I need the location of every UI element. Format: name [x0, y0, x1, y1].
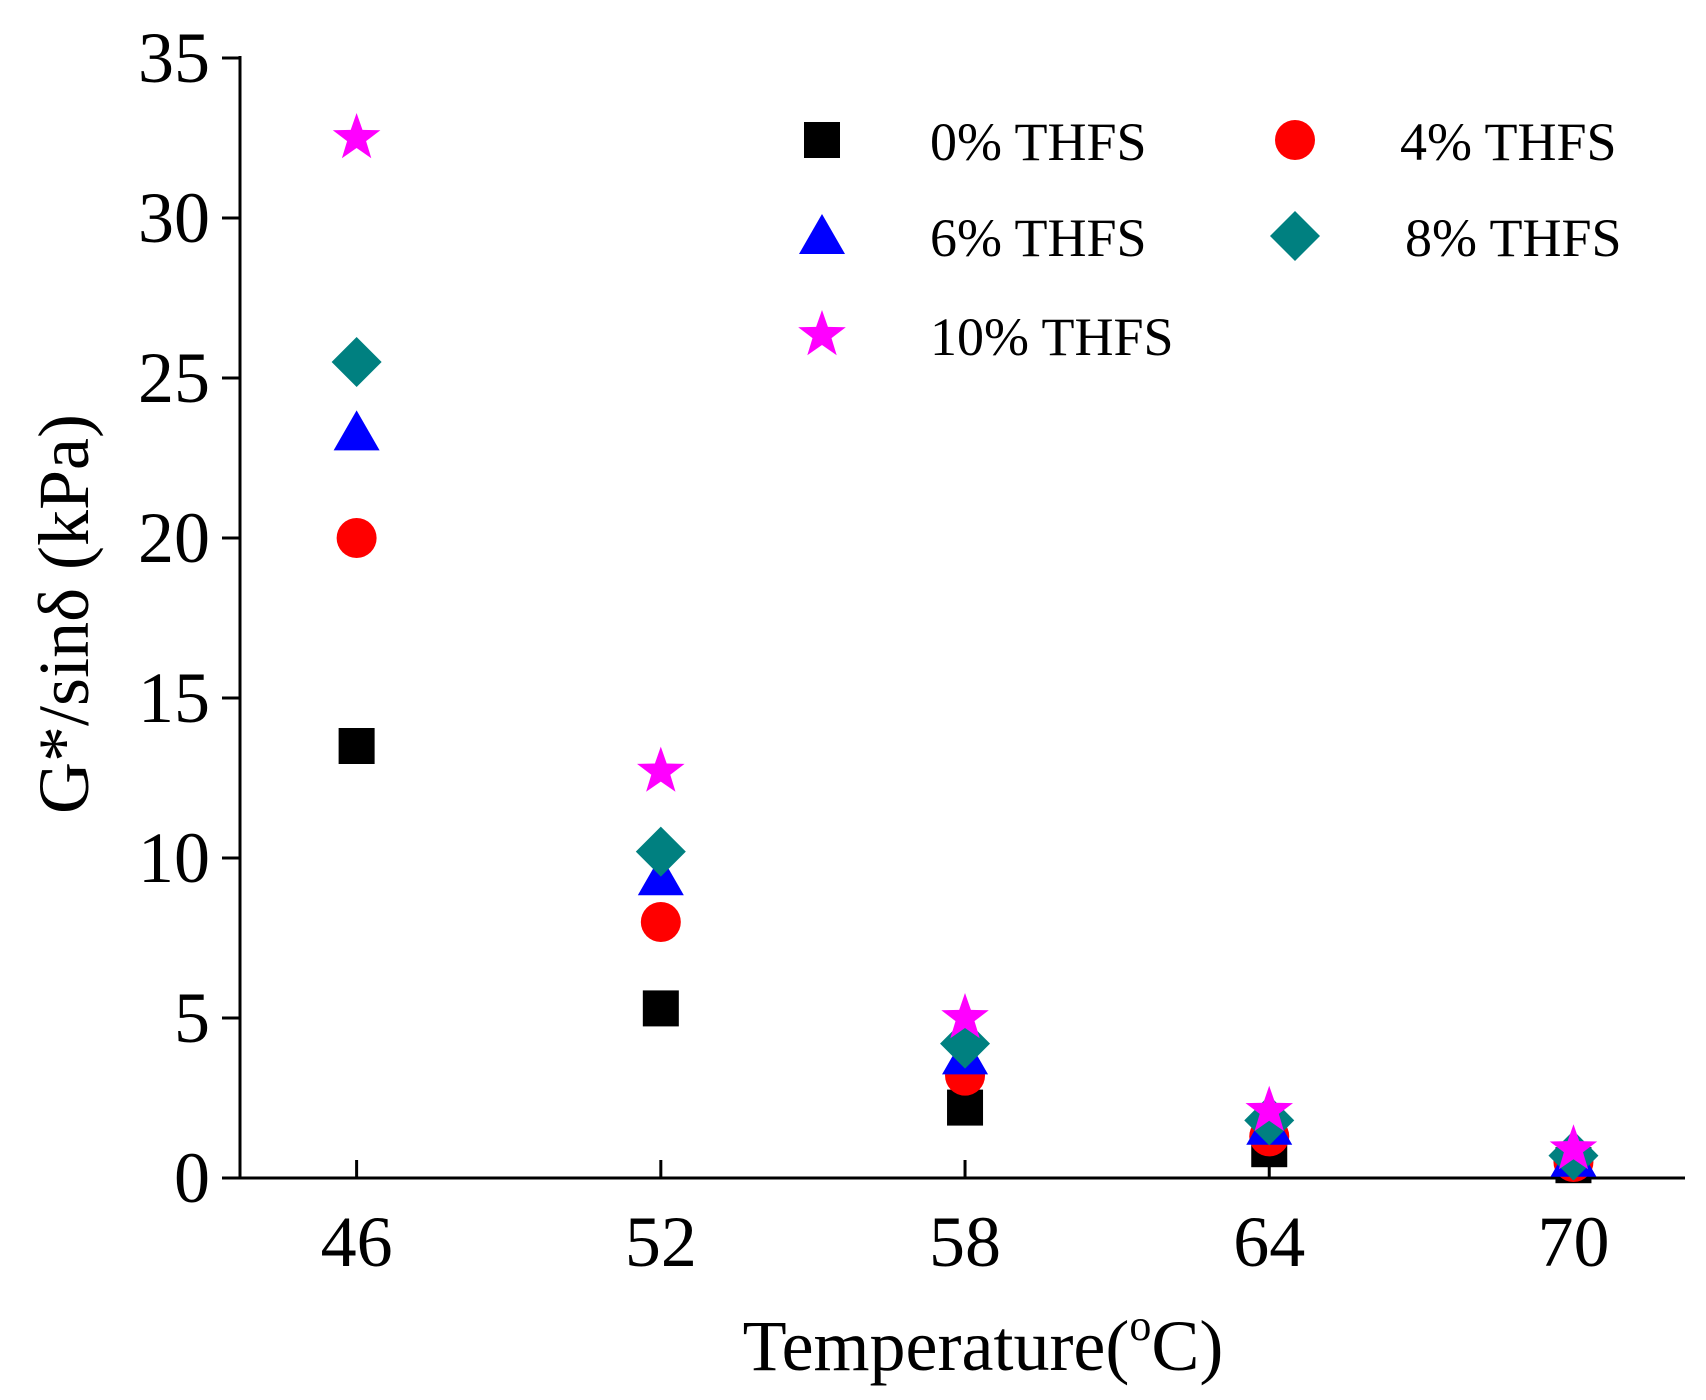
y-tick-label: 25 [138, 338, 210, 418]
legend-item: 6% THFS [799, 208, 1147, 268]
legend-marker-triangle [799, 214, 845, 254]
data-point-square [642, 990, 679, 1027]
x-tick-label: 58 [929, 1202, 1001, 1282]
legend-label: 0% THFS [930, 112, 1147, 172]
data-point-star [637, 746, 685, 792]
series-square [338, 728, 1592, 1184]
y-axis-title: G*/sinδ (kPa) [24, 414, 104, 814]
data-points [331, 113, 1599, 1184]
data-point-circle [336, 518, 377, 558]
x-tick-label: 46 [321, 1202, 393, 1282]
legend-label: 8% THFS [1405, 208, 1622, 268]
legend-item: 8% THFS [1270, 208, 1622, 268]
data-point-diamond [635, 826, 686, 877]
legend-label: 4% THFS [1400, 112, 1617, 172]
data-point-square [338, 728, 375, 764]
legend-item: 10% THFS [798, 307, 1174, 367]
x-tick-label: 52 [625, 1202, 697, 1282]
legend-marker-star [798, 310, 846, 356]
legend-marker-circle [1275, 120, 1315, 160]
x-axis-title: Temperature(oC) [743, 1301, 1224, 1386]
x-tick-label: 64 [1233, 1202, 1305, 1282]
y-tick-label: 35 [138, 18, 210, 98]
x-axis-title-degree: o [1129, 1301, 1151, 1350]
y-tick-label: 5 [174, 978, 210, 1058]
x-tick-label: 70 [1537, 1202, 1609, 1282]
data-point-star [941, 993, 989, 1039]
axes [238, 56, 1685, 1180]
x-axis-title-unit: C) [1151, 1306, 1223, 1386]
legend: 0% THFS 4% THFS 6% THFS 8% THFS 10% THFS [798, 112, 1622, 367]
data-point-triangle [333, 410, 380, 451]
series-diamond [331, 337, 1599, 1181]
legend-label: 10% THFS [930, 307, 1174, 367]
y-tick-label: 15 [138, 658, 210, 738]
data-point-diamond [331, 337, 382, 387]
legend-marker-square [804, 122, 840, 158]
y-ticks: 0 5 10 15 20 25 30 35 [138, 18, 240, 1218]
y-tick-label: 0 [174, 1138, 210, 1218]
legend-item: 4% THFS [1275, 112, 1617, 172]
legend-marker-diamond [1270, 211, 1320, 261]
y-tick-label: 30 [138, 178, 210, 258]
data-point-star [332, 113, 381, 159]
legend-label: 6% THFS [930, 208, 1147, 268]
y-tick-label: 10 [138, 818, 210, 898]
y-tick-label: 20 [138, 498, 210, 578]
legend-item: 0% THFS [804, 112, 1147, 172]
x-axis-title-main: Temperature( [743, 1306, 1130, 1386]
data-point-circle [640, 902, 681, 942]
data-point-star [1245, 1085, 1293, 1131]
series-circle [336, 518, 1594, 1182]
series-star [332, 113, 1598, 1170]
data-point-star [1549, 1124, 1598, 1170]
